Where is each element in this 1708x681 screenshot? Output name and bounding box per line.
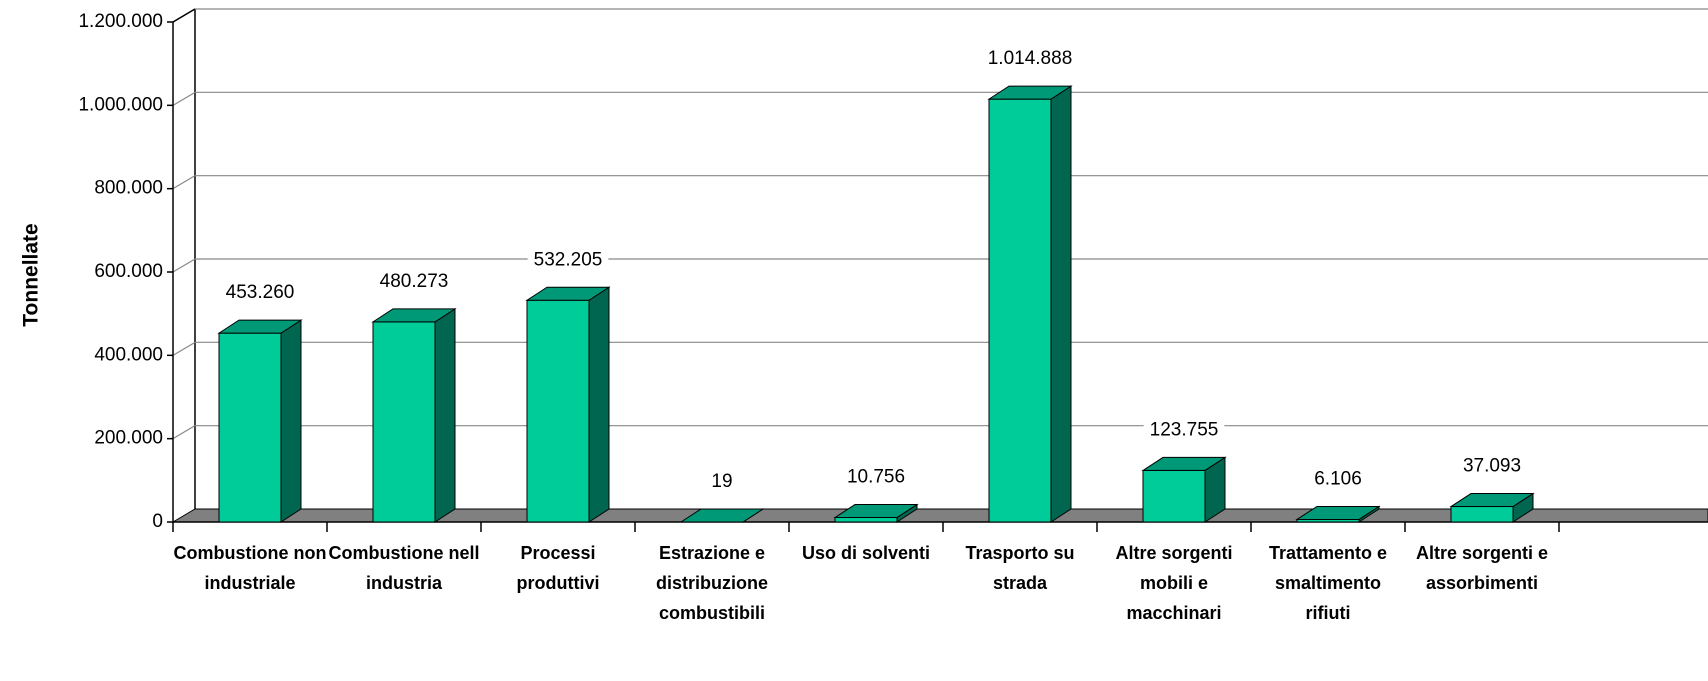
x-tick-label: Altre sorgenti e assorbimenti (1415, 543, 1549, 593)
bar-side (588, 286, 610, 523)
grid-diagonal (172, 425, 196, 440)
bar (988, 98, 1052, 523)
bar-top (833, 504, 919, 519)
value-label: 10.756 (847, 467, 905, 488)
bar-top (217, 319, 303, 334)
value-label-bg (1456, 453, 1528, 479)
value-label-bg (527, 247, 609, 273)
value-label: 37.093 (1463, 456, 1521, 477)
bar-top (525, 286, 611, 301)
bar (372, 321, 436, 523)
y-tick-label: 200.000 (94, 428, 163, 449)
value-label-bg (840, 464, 912, 490)
axis-top (172, 8, 196, 23)
value-label-bg (219, 280, 301, 306)
grid-diagonal (172, 175, 196, 190)
y-tick-label: 800.000 (94, 178, 163, 199)
x-tick-label: Uso di solventi (801, 543, 931, 563)
value-label-bg (981, 46, 1079, 72)
y-axis-label: Tonnellate (20, 223, 43, 326)
x-tick-label: Combustione nell industria (328, 543, 480, 593)
x-tick-label: Processi produttivi (516, 543, 600, 593)
bar-top (679, 508, 765, 523)
value-label: 453.260 (226, 282, 295, 303)
value-label: 480.273 (380, 271, 449, 292)
value-label: 532.205 (534, 249, 603, 270)
bar-side (1050, 85, 1072, 523)
x-tick-label: Trasporto su strada (965, 543, 1075, 593)
bar-top (1141, 456, 1227, 471)
bar-side (280, 319, 302, 523)
x-tick-label: Trattamento e smaltimento rifiuti (1268, 543, 1388, 623)
bar (1450, 506, 1514, 523)
y-tick-label: 600.000 (94, 261, 163, 282)
value-label: 6.106 (1314, 468, 1362, 489)
x-tick-label: Altre sorgenti mobili e macchinari (1115, 543, 1233, 623)
bar (834, 517, 898, 523)
y-tick-label: 1.200.000 (78, 11, 163, 32)
bar-top (1449, 493, 1535, 508)
value-label: 1.014.888 (988, 48, 1073, 69)
bar-side (434, 307, 456, 523)
value-label: 19 (711, 471, 732, 492)
y-tick-label: 0 (152, 511, 163, 532)
value-label-bg (705, 469, 739, 495)
value-label: 123.755 (1150, 419, 1219, 440)
bar (1142, 469, 1206, 523)
bar-top (987, 85, 1073, 100)
y-tick-label: 1.000.000 (78, 94, 163, 115)
grid-diagonal (172, 258, 196, 273)
grid-diagonal (172, 341, 196, 356)
value-label-bg (1143, 417, 1225, 443)
value-label-bg (1308, 466, 1368, 492)
x-tick-label: Combustione non industriale (173, 543, 327, 593)
bar-top (1295, 505, 1381, 520)
grid-diagonal (172, 91, 196, 106)
value-label-bg (373, 268, 455, 294)
y-tick-label: 400.000 (94, 344, 163, 365)
bar (218, 332, 282, 523)
x-tick-label: Estrazione e distribuzione combustibili (656, 543, 768, 623)
bar (526, 299, 590, 523)
bar-top (371, 308, 457, 323)
